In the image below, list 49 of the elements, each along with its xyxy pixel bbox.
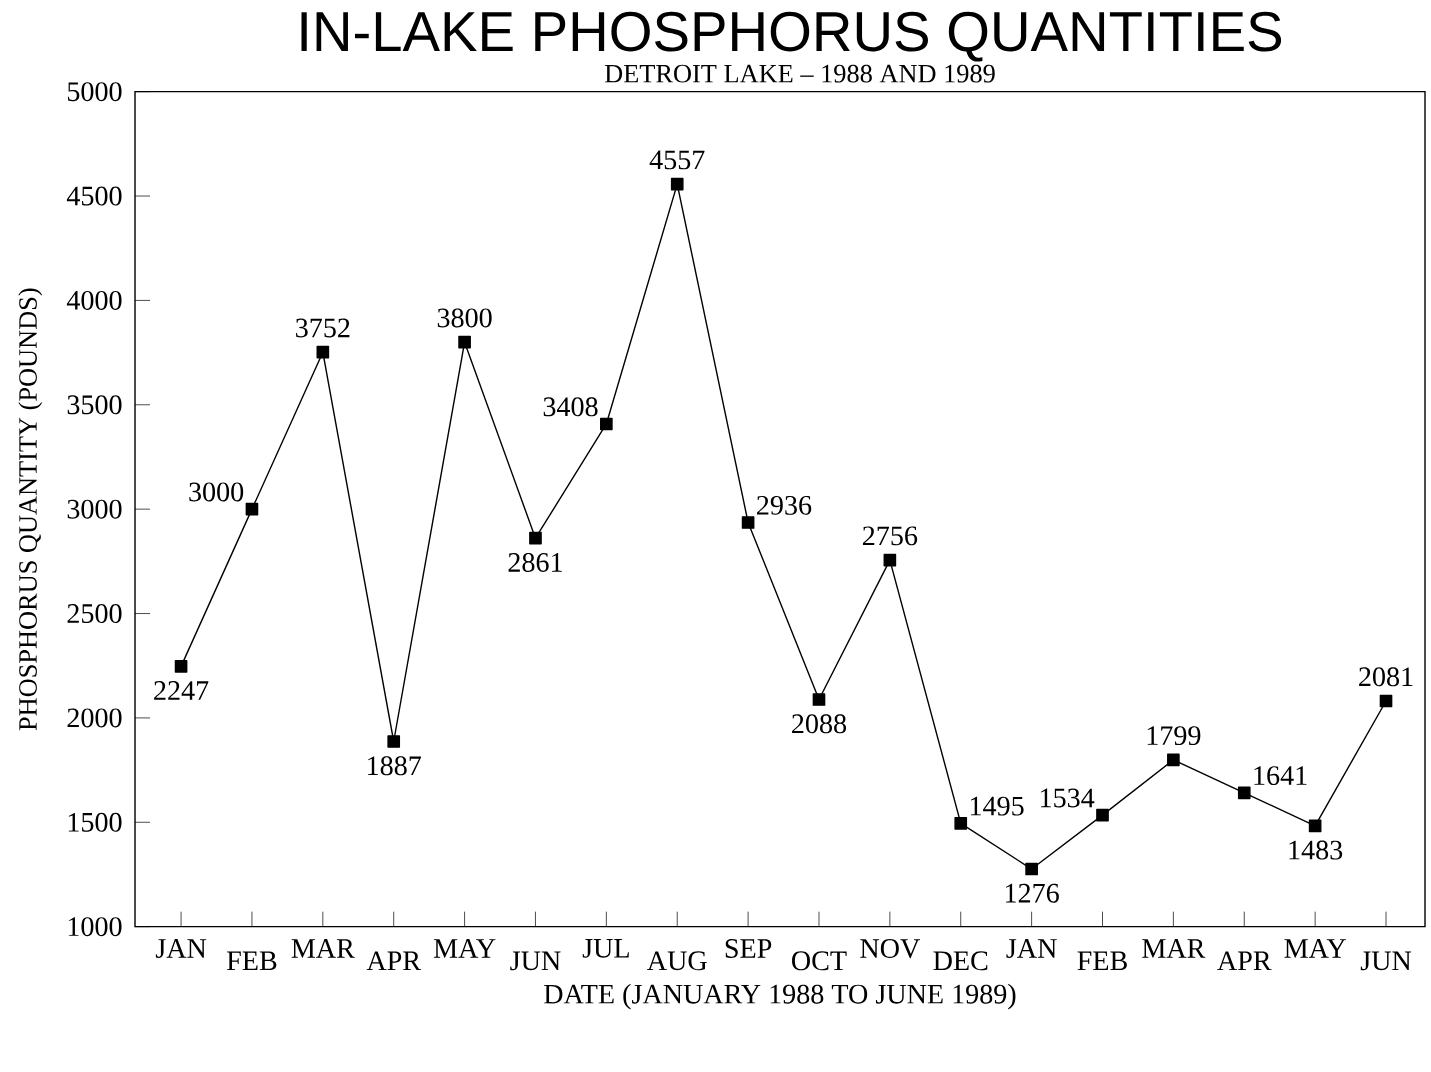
- data-label: 1887: [368, 756, 421, 776]
- x-tick-label: FEB: [1077, 951, 1127, 971]
- data-label: 4557: [649, 150, 705, 170]
- x-tick-label: MAR: [1142, 939, 1206, 958]
- x-tick-label: JUN: [510, 951, 561, 971]
- data-label: 3000: [189, 482, 244, 502]
- x-tick-label: NOV: [860, 939, 921, 959]
- data-label: 2247: [154, 681, 209, 700]
- x-tick-label: MAR: [291, 939, 355, 958]
- x-tick-label: JUL: [582, 939, 629, 958]
- y-tick-label: 3000: [67, 499, 122, 519]
- y-tick-label: 1500: [68, 812, 122, 832]
- data-label: 2861: [508, 553, 562, 573]
- x-axis-title: DATE (JANUARY 1988 TO JUNE 1989): [544, 984, 1016, 1010]
- data-label: 3800: [437, 308, 492, 328]
- data-label: 1483: [1289, 840, 1343, 860]
- x-tick-label: AUG: [647, 951, 707, 971]
- y-tick-label: 1000: [68, 917, 122, 937]
- x-tick-label: MAY: [1284, 939, 1346, 958]
- x-tick-label: JAN: [155, 939, 207, 959]
- y-tick-label: 3500: [67, 395, 122, 415]
- data-label: 1799: [1147, 726, 1201, 746]
- data-label: 3408: [543, 397, 598, 417]
- data-label: 2936: [757, 496, 812, 515]
- x-tick-label: FEB: [227, 951, 277, 971]
- y-tick-label: 4500: [66, 186, 122, 206]
- data-label: 1276: [1005, 883, 1059, 903]
- chart-title: IN-LAKE PHOSPHORUS QUANTITIES: [301, 11, 1282, 62]
- x-tick-label: MAY: [433, 939, 496, 958]
- data-label: 2756: [862, 526, 918, 546]
- x-tick-label: OCT: [792, 951, 847, 971]
- data-label: 3752: [296, 318, 350, 338]
- data-label: 1641: [1254, 766, 1307, 786]
- x-tick-label: JAN: [1006, 939, 1057, 959]
- chart-subtitle: DETROIT LAKE – 1988 AND 1989: [604, 64, 995, 83]
- x-tick-label: SEP: [725, 939, 772, 959]
- data-label: 1534: [1041, 788, 1095, 808]
- y-tick-label: 2000: [67, 708, 122, 728]
- y-tick-label: 2500: [67, 604, 122, 624]
- x-tick-label: DEC: [933, 951, 988, 971]
- x-tick-label: APR: [1217, 951, 1272, 971]
- data-label: 2081: [1359, 667, 1413, 687]
- y-tick-label: 5000: [68, 82, 122, 102]
- y-tick-label: 4000: [66, 291, 122, 311]
- y-axis-title: PHOSPHORUS QUANTITY (POUNDS): [18, 288, 43, 731]
- x-tick-label: APR: [366, 951, 421, 971]
- data-label: 1495: [970, 796, 1024, 816]
- x-tick-label: JUN: [1360, 951, 1412, 971]
- data-label: 2088: [792, 714, 847, 734]
